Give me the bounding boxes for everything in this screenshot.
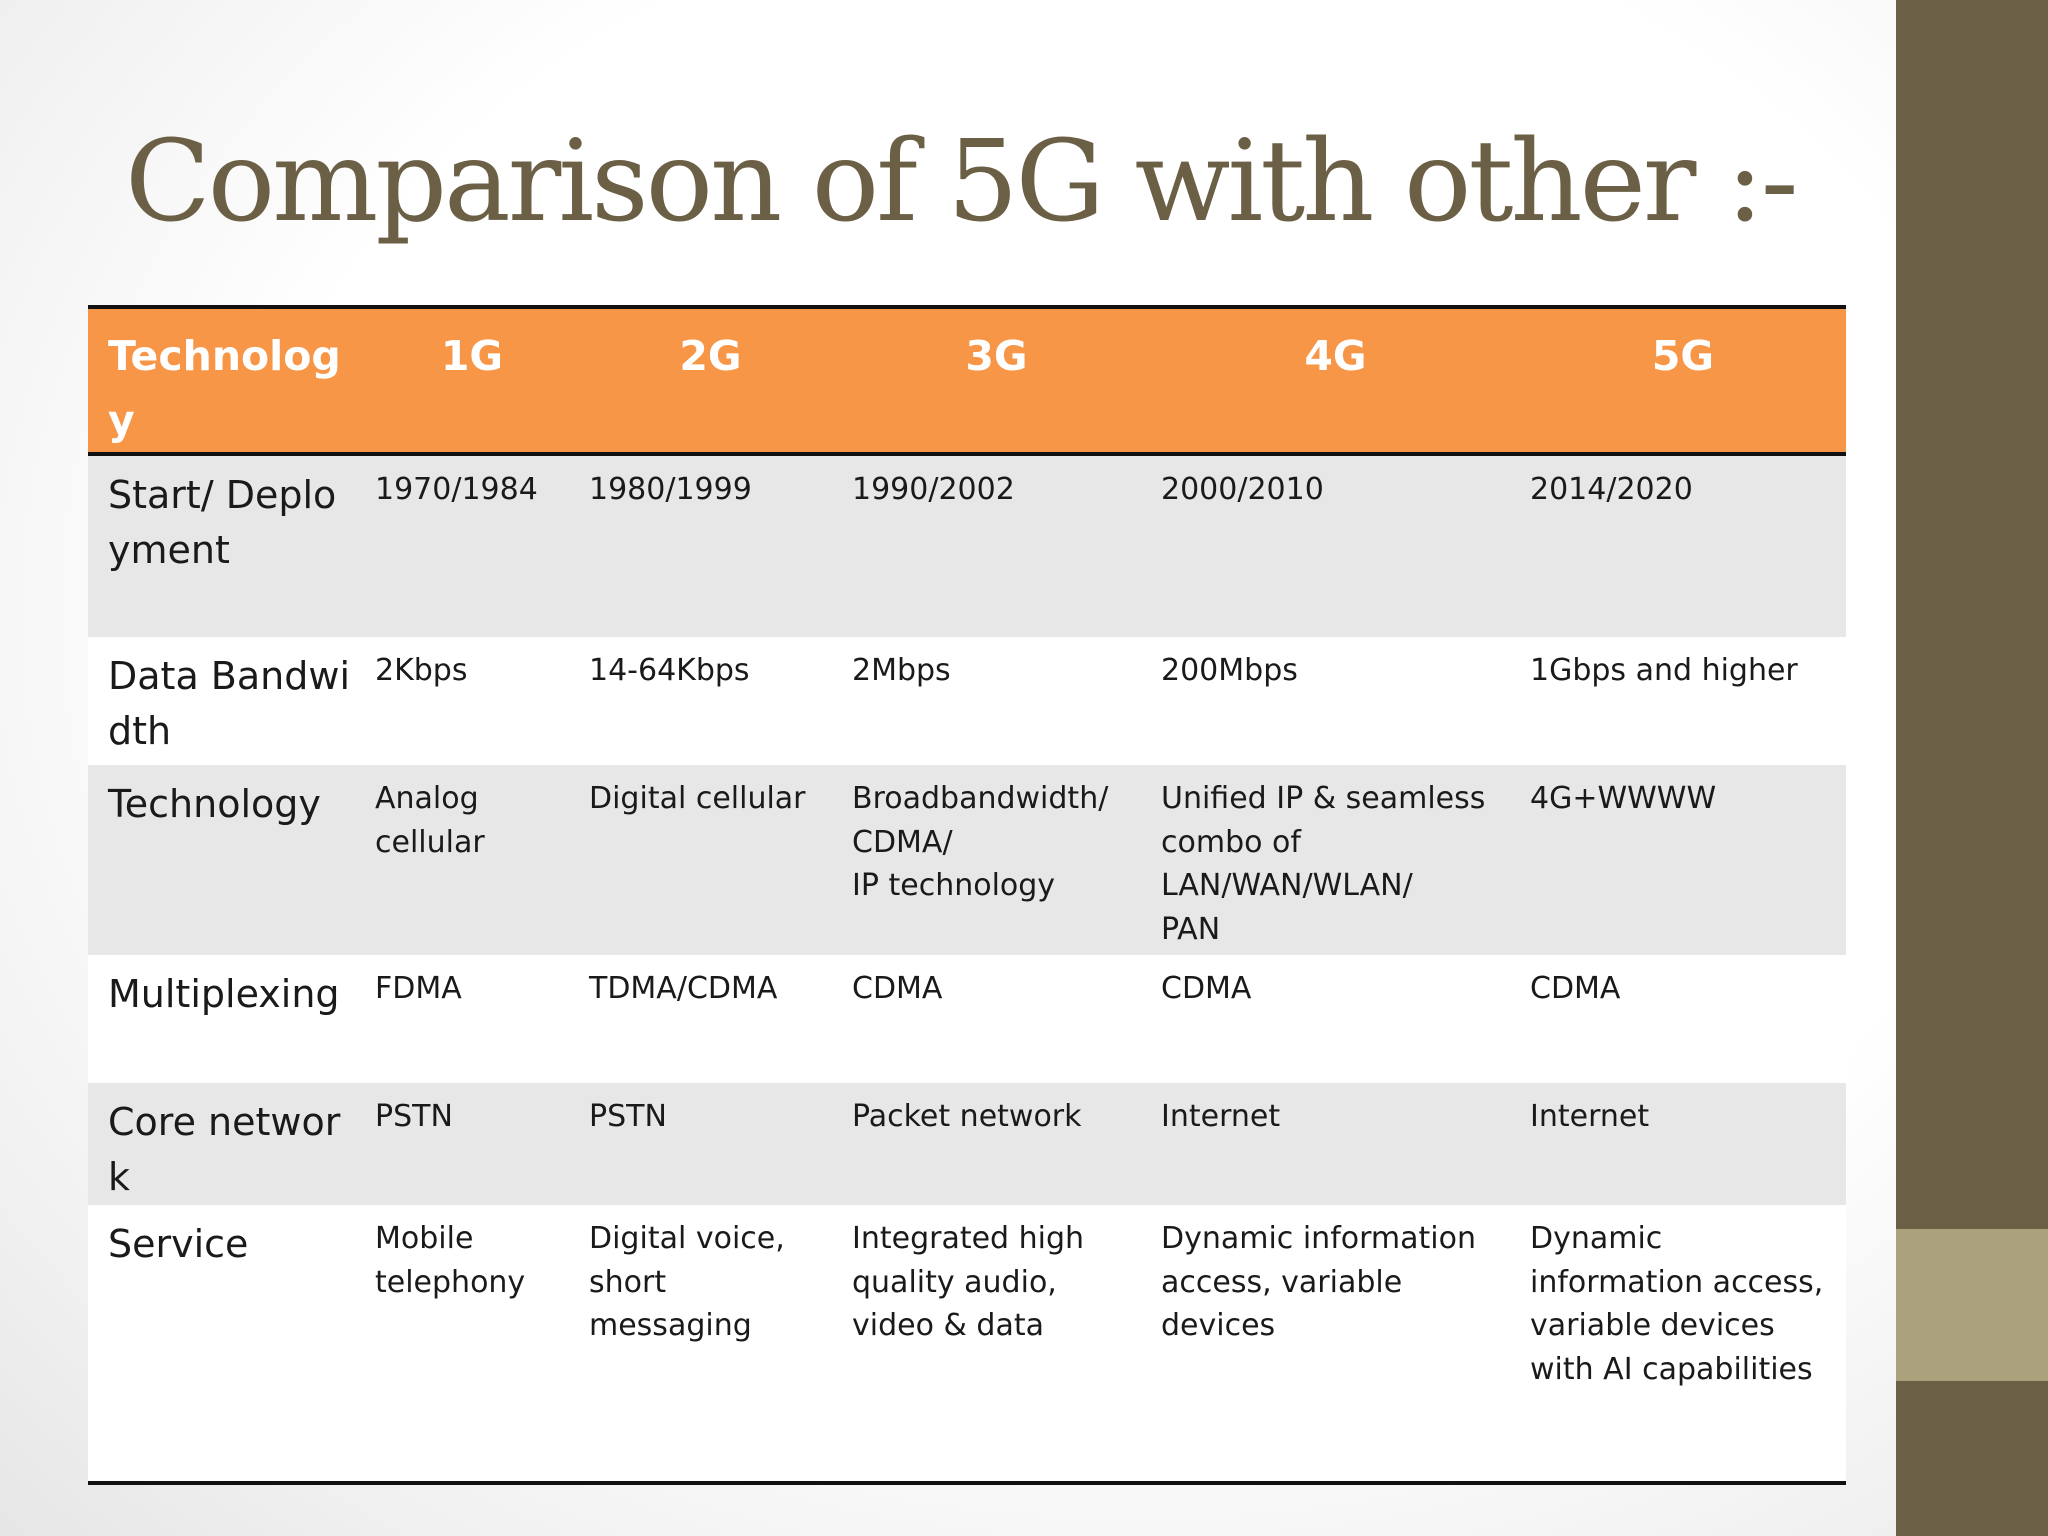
table-cell: PSTN	[589, 1099, 667, 1135]
table-cell: Internet	[1530, 1099, 1650, 1135]
table-cell: 2Mbps	[852, 653, 951, 689]
table-cell: TDMA/CDMA	[589, 971, 778, 1007]
table-cell: 2Kbps	[375, 653, 468, 689]
header-4g: 4G	[1304, 332, 1367, 380]
header-2g: 2G	[679, 332, 742, 380]
table-cell: 1Gbps and higher	[1530, 653, 1798, 689]
comparison-table: Technology 1G 2G 3G 4G 5G Start/ Deploym…	[88, 309, 1846, 1482]
table-cell: Integrated high quality audio, video & d…	[852, 1221, 1085, 1344]
table-row-start-deployment: Start/ Deployment 1970/1984 1980/1999 19…	[88, 454, 1846, 638]
table-cell: CDMA	[1161, 971, 1252, 1007]
table-cell: Analog cellular	[375, 781, 485, 860]
row-label: Service	[108, 1222, 249, 1267]
table-cell: Digital cellular	[589, 781, 806, 817]
table-cell: 4G+WWWW	[1530, 781, 1717, 817]
header-3g: 3G	[965, 332, 1028, 380]
table-header-row: Technology 1G 2G 3G 4G 5G	[88, 309, 1846, 455]
slide-background	[0, 0, 1896, 1536]
table-cell: Internet	[1161, 1099, 1281, 1135]
table-row-multiplexing: Multiplexing FDMA TDMA/CDMA CDMA CDMA CD…	[88, 955, 1846, 1084]
table-cell: Mobile telephony	[375, 1221, 526, 1300]
header-technology: Technology	[108, 332, 341, 444]
table-cell: 1980/1999	[589, 472, 752, 508]
table-cell: 200Mbps	[1161, 653, 1298, 689]
slide-title: Comparison of 5G with other :-	[125, 117, 1799, 247]
row-label: Core network	[108, 1100, 341, 1200]
header-5g: 5G	[1651, 332, 1715, 380]
table-cell: CDMA	[1530, 971, 1621, 1007]
table-cell: Digital voice, short messaging	[589, 1221, 785, 1344]
table-cell: PSTN	[375, 1099, 453, 1135]
table-cell: 2000/2010	[1161, 472, 1324, 508]
table-row-service: Service Mobile telephony Digital voice, …	[88, 1205, 1846, 1482]
row-label: Technology	[108, 782, 321, 827]
row-label: Start/ Deployment	[108, 473, 337, 573]
table-row-core-network: Core network PSTN PSTN Packet network In…	[88, 1083, 1846, 1206]
table-cell: Dynamic information access, variable dev…	[1530, 1221, 1824, 1387]
header-1g: 1G	[440, 332, 504, 380]
table-cell: 14-64Kbps	[589, 653, 750, 689]
comparison-table-container: Technology 1G 2G 3G 4G 5G Start/ Deploym…	[88, 305, 1846, 1486]
table-cell: 2014/2020	[1530, 472, 1693, 508]
table-cell: Dynamic information access, variable dev…	[1161, 1221, 1476, 1344]
table-cell: CDMA	[852, 971, 943, 1007]
table-cell: Unified IP & seamless combo of LAN/WAN/W…	[1161, 781, 1486, 947]
row-label: Data Bandwidth	[108, 654, 351, 754]
table-cell: 1970/1984	[375, 472, 538, 508]
table-cell: Broadbandwidth/ CDMA/ IP technology	[852, 781, 1109, 904]
row-label: Multiplexing	[108, 972, 340, 1017]
table-cell: FDMA	[375, 971, 462, 1007]
side-decoration-accent	[1896, 1229, 2048, 1381]
table-row-technology: Technology Analog cellular Digital cellu…	[88, 765, 1846, 956]
table-row-data-bandwidth: Data Bandwidth 2Kbps 14-64Kbps 2Mbps 200…	[88, 637, 1846, 766]
table-cell: Packet network	[852, 1099, 1082, 1135]
table-cell: 1990/2002	[852, 472, 1015, 508]
